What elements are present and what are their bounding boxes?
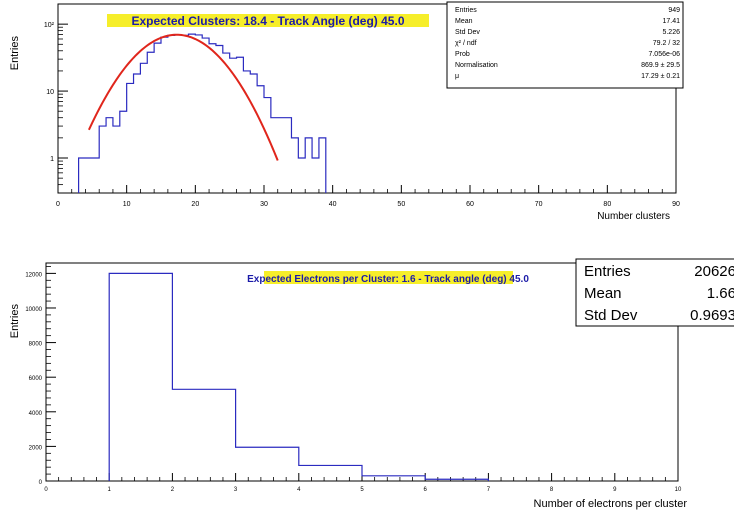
stats-value: 949 bbox=[668, 7, 680, 14]
x-tick-label: 9 bbox=[613, 487, 617, 493]
stats-value: 1.66 bbox=[707, 285, 734, 302]
y-axis-title: Entries bbox=[9, 36, 21, 71]
y-tick-label: 8000 bbox=[29, 342, 43, 348]
stats-value: 17.41 bbox=[662, 18, 680, 25]
stats-value: 79.2 / 32 bbox=[653, 40, 680, 47]
stats-value: 20626 bbox=[694, 263, 734, 280]
chart-1: 0 10 20 30 40 50 60 70 80 90 1 10 10² Expected Cluste… bbox=[9, 1, 684, 222]
x-tick-label: 6 bbox=[424, 487, 428, 493]
x-tick-label: 1 bbox=[108, 487, 112, 493]
stats-box: Entries 949 Mean 17.41 Std Dev 5.226 χ² / ndf 7… bbox=[446, 1, 684, 89]
x-tick-label: 90 bbox=[672, 201, 680, 208]
y-tick-label: 0 bbox=[39, 480, 43, 486]
title-band bbox=[107, 14, 429, 27]
x-tick-label: 8 bbox=[550, 487, 554, 493]
stats-value: 7.056e-06 bbox=[648, 51, 680, 58]
x-axis-title: Number clusters bbox=[597, 211, 670, 222]
x-tick-label: 40 bbox=[329, 201, 337, 208]
stats-box: Entries 20626 Mean 1.66 Std Dev 0.9693 bbox=[575, 258, 734, 327]
y-tick-label: 1 bbox=[50, 156, 54, 163]
y-tick-label: 10 bbox=[46, 89, 54, 96]
x-tick-label: 30 bbox=[260, 201, 268, 208]
y-tick-label: 6000 bbox=[29, 376, 43, 382]
x-tick-label: 7 bbox=[487, 487, 491, 493]
stats-value: 869.9 ± 29.5 bbox=[641, 62, 680, 69]
histogram-outline bbox=[108, 272, 489, 481]
chart-2: 0 1 2 3 4 5 6 7 8 9 10 0 2000 4000 6000 8000 10000 12000 E… bbox=[9, 258, 734, 510]
stats-value: 0.9693 bbox=[690, 307, 734, 324]
x-tick-label: 5 bbox=[360, 487, 364, 493]
x-tick-label: 70 bbox=[535, 201, 543, 208]
stats-label: Entries bbox=[455, 7, 477, 14]
stats-value: 5.226 bbox=[662, 29, 680, 36]
stats-box-frame bbox=[446, 1, 684, 89]
x-tick-label: 0 bbox=[56, 201, 60, 208]
x-tick-label: 4 bbox=[297, 487, 301, 493]
x-tick-label: 0 bbox=[44, 487, 48, 493]
y-axis-title: Entries bbox=[9, 304, 21, 339]
stats-label: Normalisation bbox=[455, 62, 498, 69]
x-tick-label: 10 bbox=[675, 487, 682, 493]
stats-value: 17.29 ± 0.21 bbox=[641, 73, 680, 80]
x-tick-label: 10 bbox=[123, 201, 131, 208]
title-band bbox=[264, 271, 513, 284]
stats-label: μ bbox=[455, 73, 459, 80]
x-tick-label: 50 bbox=[397, 201, 405, 208]
stats-label: Std Dev bbox=[584, 307, 638, 324]
fit-curve bbox=[87, 33, 279, 161]
stats-label: Mean bbox=[455, 18, 473, 25]
y-tick-label: 10000 bbox=[25, 307, 42, 313]
stats-box-frame bbox=[575, 258, 734, 327]
chart-title: Expected Clusters: 18.4 - Track Angle (d… bbox=[132, 14, 405, 28]
stats-label: Prob bbox=[455, 51, 470, 58]
x-axis-title: Number of electrons per cluster bbox=[534, 498, 688, 510]
y-tick-label: 2000 bbox=[29, 445, 43, 451]
y-tick-label: 4000 bbox=[29, 411, 43, 417]
x-tick-label: 2 bbox=[171, 487, 175, 493]
chart-title: Expected Electrons per Cluster: 1.6 - Tr… bbox=[247, 274, 529, 285]
x-tick-label: 3 bbox=[234, 487, 238, 493]
stats-label: Std Dev bbox=[455, 29, 480, 36]
y-tick-label: 12000 bbox=[25, 272, 42, 278]
x-tick-label: 20 bbox=[191, 201, 199, 208]
stats-label: χ² / ndf bbox=[455, 40, 477, 47]
histogram-outline bbox=[78, 33, 327, 193]
plot-frame bbox=[45, 262, 679, 482]
x-tick-label: 80 bbox=[603, 201, 611, 208]
stats-label: Entries bbox=[584, 263, 631, 280]
stats-label: Mean bbox=[584, 285, 622, 302]
y-tick-label: 10² bbox=[44, 22, 55, 29]
x-tick-label: 60 bbox=[466, 201, 474, 208]
